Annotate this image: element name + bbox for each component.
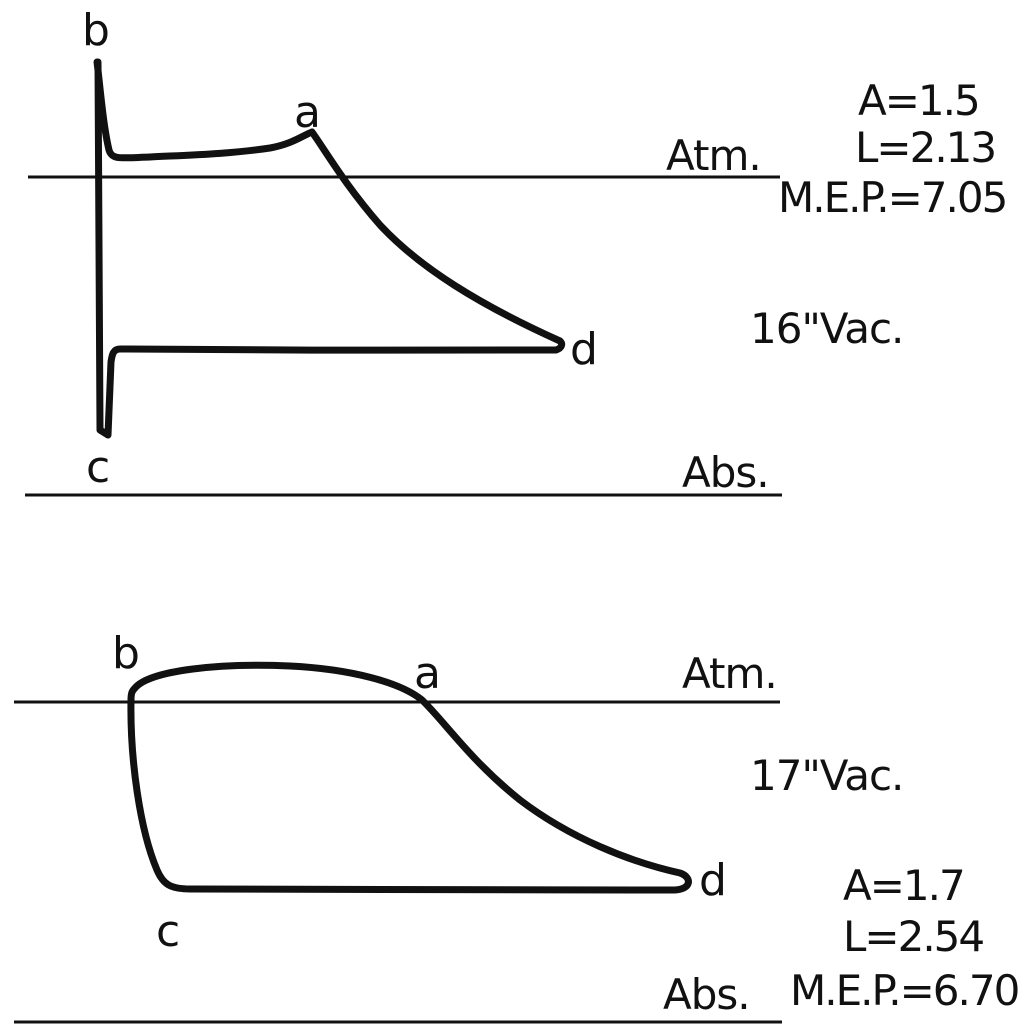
top-area-value: A=1.5 — [858, 76, 979, 125]
bottom-point-b-label: b — [112, 628, 140, 679]
bottom-point-a-label: a — [414, 648, 441, 699]
bottom-atm-label: Atm. — [682, 649, 777, 698]
top-point-b-label: b — [82, 5, 110, 56]
bottom-length-value: L=2.54 — [843, 912, 983, 961]
bottom-point-c-label: c — [156, 906, 180, 957]
top-indicator-diagram: b a c d Atm. Abs. 16"Vac. A=1.5 L=2.13 M… — [25, 5, 1008, 497]
bottom-point-d-label: d — [699, 855, 727, 906]
bottom-indicator-curve — [127, 661, 692, 894]
top-indicator-curve — [93, 58, 566, 439]
top-mep-value: M.E.P.=7.05 — [778, 173, 1006, 222]
bottom-area-value: A=1.7 — [843, 861, 964, 910]
bottom-abs-label: Abs. — [663, 970, 750, 1019]
top-atm-label: Atm. — [666, 131, 761, 180]
bottom-indicator-diagram: b a c d Atm. Abs. 17"Vac. A=1.7 L=2.54 M… — [14, 628, 1020, 1024]
top-length-value: L=2.13 — [855, 123, 995, 172]
top-point-d-label: d — [570, 324, 598, 375]
top-vacuum-label: 16"Vac. — [750, 304, 903, 353]
top-point-a-label: a — [294, 87, 321, 138]
top-abs-label: Abs. — [682, 448, 769, 497]
bottom-mep-value: M.E.P.=6.70 — [790, 966, 1018, 1015]
bottom-vacuum-label: 17"Vac. — [750, 751, 903, 800]
top-point-c-label: c — [86, 442, 110, 493]
